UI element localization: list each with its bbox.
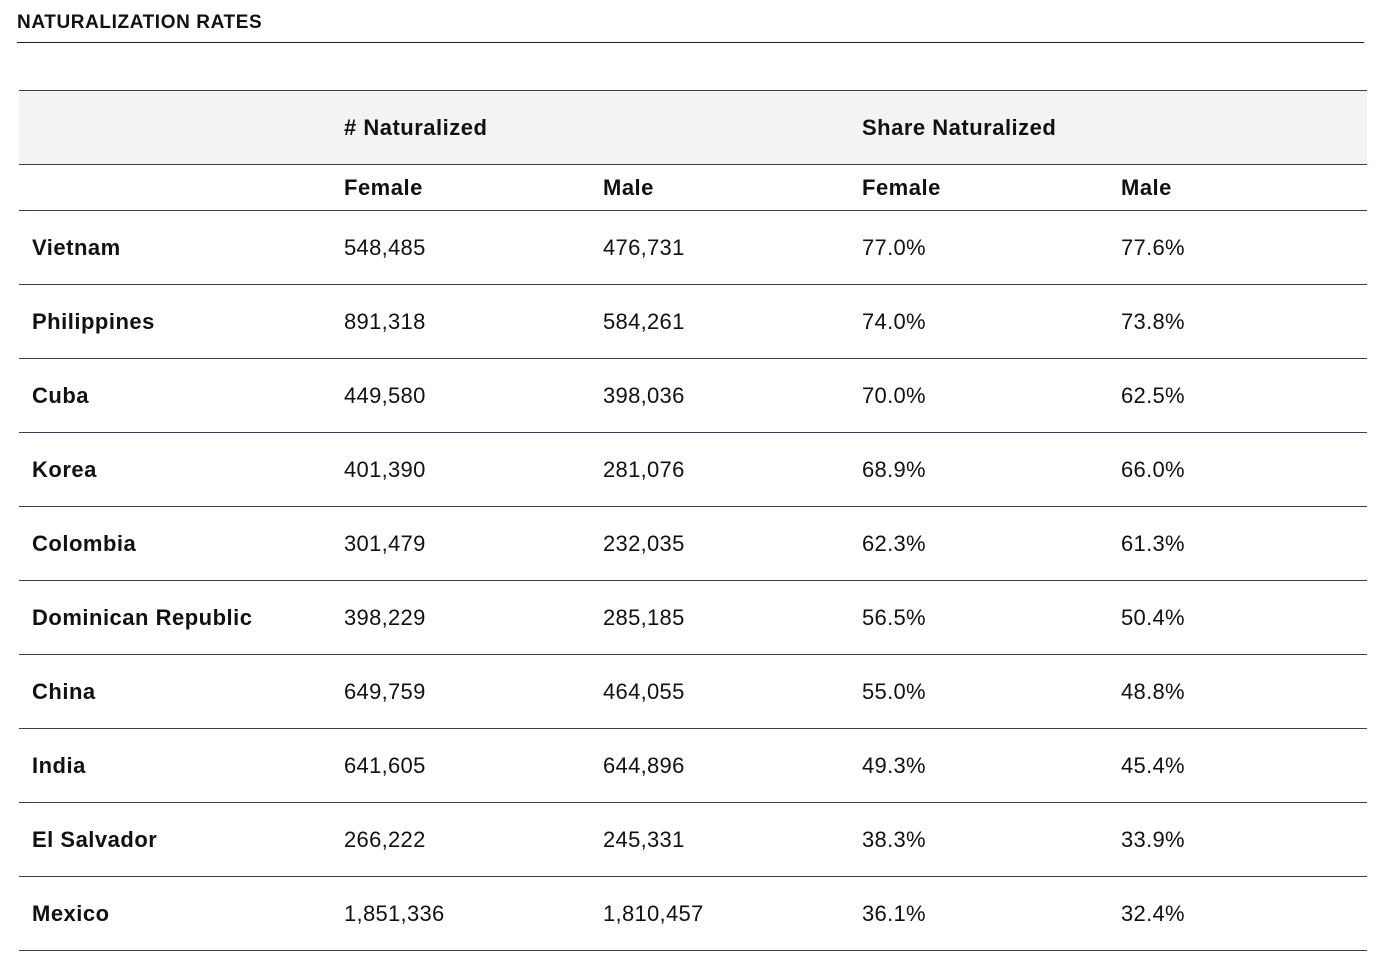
title-divider [17,42,1364,43]
table-row: India 641,605 644,896 49.3% 45.4% [19,729,1367,803]
naturalized-female-cell: 1,851,336 [344,900,445,926]
naturalization-table: # Naturalized Share Naturalized Female M… [19,90,1367,951]
naturalized-female-cell: 301,479 [344,530,426,556]
group-header-row: # Naturalized Share Naturalized [19,90,1367,165]
table-row: El Salvador 266,222 245,331 38.3% 33.9% [19,803,1367,877]
share-female-cell: 49.3% [862,752,926,778]
naturalized-female-cell: 649,759 [344,678,426,704]
share-male-cell: 48.8% [1121,678,1185,704]
share-male-cell: 66.0% [1121,456,1185,482]
country-cell: Korea [32,456,97,482]
naturalized-female-cell: 449,580 [344,382,426,408]
naturalized-female-cell: 266,222 [344,826,426,852]
naturalized-male-cell: 644,896 [603,752,685,778]
share-male-cell: 45.4% [1121,752,1185,778]
table-row: Dominican Republic 398,229 285,185 56.5%… [19,581,1367,655]
table-row: Mexico 1,851,336 1,810,457 36.1% 32.4% [19,877,1367,951]
naturalized-male-cell: 398,036 [603,382,685,408]
sub-header-share-male: Male [1121,174,1172,200]
country-cell: Mexico [32,900,110,926]
sub-header-empty-cell [19,165,333,211]
country-cell: India [32,752,86,778]
share-male-cell: 77.6% [1121,234,1185,260]
table-row: Colombia 301,479 232,035 62.3% 61.3% [19,507,1367,581]
table-row: China 649,759 464,055 55.0% 48.8% [19,655,1367,729]
share-male-cell: 62.5% [1121,382,1185,408]
country-cell: Cuba [32,382,89,408]
naturalized-male-cell: 1,810,457 [603,900,704,926]
country-cell: Vietnam [32,234,121,260]
naturalized-male-cell: 245,331 [603,826,685,852]
naturalized-female-cell: 398,229 [344,604,426,630]
share-female-cell: 56.5% [862,604,926,630]
naturalized-male-cell: 476,731 [603,234,685,260]
naturalized-female-cell: 891,318 [344,308,426,334]
sub-header-share-female: Female [862,174,941,200]
group-header-share: Share Naturalized [862,114,1057,140]
share-male-cell: 32.4% [1121,900,1185,926]
group-header-naturalized: # Naturalized [344,114,488,140]
table-row: Vietnam 548,485 476,731 77.0% 77.6% [19,211,1367,285]
naturalized-male-cell: 281,076 [603,456,685,482]
table-body: Vietnam 548,485 476,731 77.0% 77.6% Phil… [19,211,1367,951]
naturalized-male-cell: 285,185 [603,604,685,630]
naturalized-female-cell: 401,390 [344,456,426,482]
share-female-cell: 38.3% [862,826,926,852]
share-male-cell: 61.3% [1121,530,1185,556]
naturalized-male-cell: 464,055 [603,678,685,704]
header-empty-cell [19,91,333,165]
table-row: Korea 401,390 281,076 68.9% 66.0% [19,433,1367,507]
naturalized-male-cell: 232,035 [603,530,685,556]
country-cell: China [32,678,96,704]
naturalized-female-cell: 548,485 [344,234,426,260]
country-cell: Dominican Republic [32,604,253,630]
table-row: Philippines 891,318 584,261 74.0% 73.8% [19,285,1367,359]
section-title: NATURALIZATION RATES [17,12,263,33]
sub-header-row: Female Male Female Male [19,165,1367,211]
share-female-cell: 55.0% [862,678,926,704]
share-female-cell: 68.9% [862,456,926,482]
country-cell: Philippines [32,308,155,334]
share-female-cell: 70.0% [862,382,926,408]
naturalized-female-cell: 641,605 [344,752,426,778]
share-female-cell: 74.0% [862,308,926,334]
share-male-cell: 73.8% [1121,308,1185,334]
sub-header-naturalized-female: Female [344,174,423,200]
country-cell: Colombia [32,530,137,556]
country-cell: El Salvador [32,826,158,852]
table-row: Cuba 449,580 398,036 70.0% 62.5% [19,359,1367,433]
share-male-cell: 50.4% [1121,604,1185,630]
share-male-cell: 33.9% [1121,826,1185,852]
sub-header-naturalized-male: Male [603,174,654,200]
share-female-cell: 77.0% [862,234,926,260]
share-female-cell: 36.1% [862,900,926,926]
share-female-cell: 62.3% [862,530,926,556]
naturalized-male-cell: 584,261 [603,308,685,334]
